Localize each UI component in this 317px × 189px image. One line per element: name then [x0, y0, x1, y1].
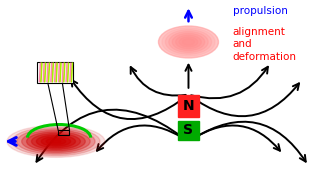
- Ellipse shape: [169, 32, 208, 53]
- Ellipse shape: [12, 127, 100, 156]
- Text: propulsion: propulsion: [233, 6, 288, 16]
- Ellipse shape: [158, 26, 218, 58]
- Ellipse shape: [176, 35, 201, 49]
- Bar: [178, 94, 199, 117]
- Text: S: S: [184, 123, 193, 137]
- Ellipse shape: [162, 28, 215, 56]
- Ellipse shape: [27, 132, 85, 151]
- Text: alignment
and
deformation: alignment and deformation: [233, 27, 297, 62]
- Ellipse shape: [172, 33, 205, 51]
- Ellipse shape: [51, 140, 61, 143]
- Bar: [58, 130, 69, 135]
- Ellipse shape: [158, 26, 218, 58]
- Ellipse shape: [165, 30, 212, 54]
- Bar: [178, 121, 199, 139]
- Ellipse shape: [46, 138, 66, 145]
- Ellipse shape: [179, 37, 198, 47]
- Ellipse shape: [183, 39, 195, 45]
- Ellipse shape: [17, 129, 95, 154]
- Ellipse shape: [31, 133, 81, 149]
- Bar: [37, 62, 73, 83]
- Text: N: N: [183, 99, 194, 113]
- Ellipse shape: [36, 135, 75, 148]
- Ellipse shape: [41, 137, 71, 146]
- Ellipse shape: [7, 125, 105, 157]
- Ellipse shape: [22, 130, 90, 153]
